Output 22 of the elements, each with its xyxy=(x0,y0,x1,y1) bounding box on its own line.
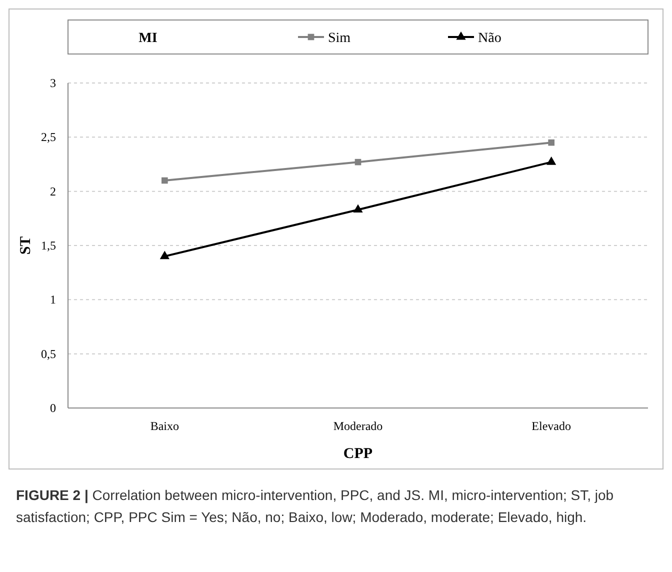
point xyxy=(548,139,554,146)
x-tick-label: Moderado xyxy=(333,419,383,433)
legend-label: Sim xyxy=(328,31,351,46)
point xyxy=(546,156,556,165)
y-tick-label: 0 xyxy=(50,401,56,415)
caption: FIGURE 2 | Correlation between micro-intervention, PPC, and JS. MI, micro-intervention; ST, job satisfaction; CPP, PPC Sim = Yes; Não, no; Baixo, low; Moderado, moderate; Elevado, high. xyxy=(15,486,615,527)
point xyxy=(354,158,362,166)
y-axis-title: ST xyxy=(18,236,34,255)
point xyxy=(353,204,363,213)
legend-title: MI xyxy=(138,31,158,46)
y-tick-label: 2 xyxy=(50,184,56,198)
x-tick-label: Elevado xyxy=(532,419,571,433)
y-tick-label: 3 xyxy=(50,76,56,90)
point xyxy=(162,177,168,184)
y-tick-label: 1 xyxy=(50,292,56,307)
y-tick-label: 1,5 xyxy=(41,238,56,252)
x-tick-label: Baixo xyxy=(150,419,180,433)
x-axis-title: CPP xyxy=(343,446,373,462)
point xyxy=(160,250,170,260)
y-tick-label: 0,5 xyxy=(41,346,56,361)
legend-label: Não xyxy=(478,31,502,46)
y-tick-label: 2,5 xyxy=(41,130,56,144)
